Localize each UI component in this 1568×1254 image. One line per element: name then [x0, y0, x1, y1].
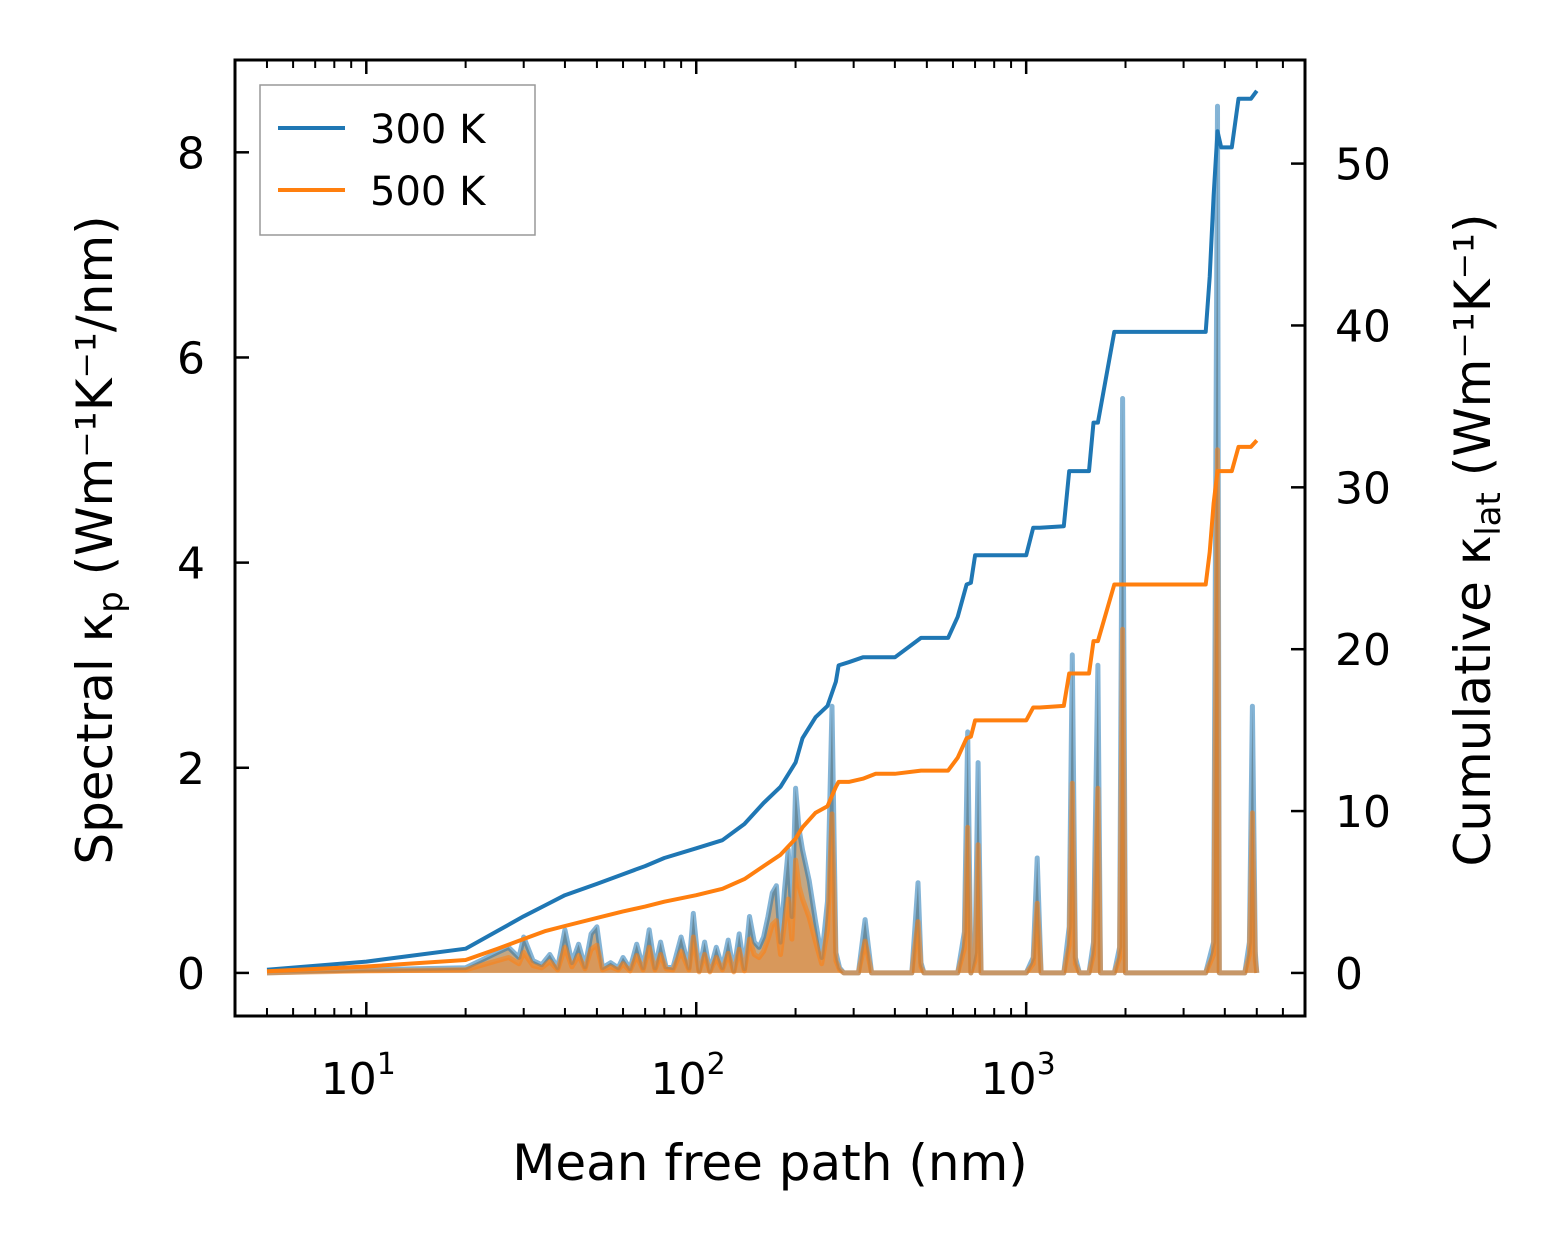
x-tick-exponent: 1	[377, 1047, 396, 1082]
x-tick-base: 10	[651, 1054, 707, 1105]
x-tick-exponent: 3	[1037, 1047, 1056, 1082]
area-300-k-spectral	[267, 106, 1257, 973]
y-left-tick-label: 6	[177, 333, 205, 384]
y-right-tick-label: 0	[1335, 949, 1363, 1000]
x-tick-label: 102	[651, 1047, 726, 1105]
legend: 300 K 500 K	[259, 84, 536, 236]
x-tick-base: 10	[981, 1054, 1037, 1105]
spectral-fills	[266, 103, 1260, 976]
area-500-k-spectral	[267, 449, 1257, 973]
y-right-tick-label: 50	[1335, 140, 1391, 191]
legend-label-500k: 500 K	[370, 169, 487, 215]
y-right-tick-label: 10	[1335, 787, 1391, 838]
legend-label-300k: 300 K	[370, 107, 487, 153]
y-left-tick-label: 8	[177, 128, 205, 179]
y-left-label-units: (Wm⁻¹K⁻¹/nm)	[66, 215, 124, 591]
y-right-label-units: (Wm⁻¹K⁻¹)	[1444, 213, 1502, 492]
y-right-tick-label: 30	[1335, 463, 1391, 514]
y-left-label-prefix: Spectral κ	[66, 613, 124, 865]
y-axis-label-left: Spectral κp (Wm⁻¹K⁻¹/nm)	[66, 215, 131, 864]
x-tick-exponent: 2	[707, 1047, 726, 1082]
line-300-k-spectral	[266, 103, 1260, 976]
legend-box	[259, 84, 536, 236]
y-right-tick-label: 20	[1335, 625, 1391, 676]
line-cumulative-500-k	[266, 439, 1259, 974]
x-tick-label: 101	[321, 1047, 396, 1105]
x-tick-label: 103	[981, 1047, 1056, 1105]
y-right-label-prefix: Cumulative κ	[1444, 536, 1502, 867]
y-left-label-sub: p	[91, 591, 131, 613]
x-axis-label: Mean free path (nm)	[512, 1134, 1028, 1192]
data-lines	[266, 89, 1259, 974]
line-500-k-spectral	[266, 447, 1260, 976]
plot-frame	[233, 58, 1307, 1018]
line-cumulative-300-k	[266, 89, 1259, 972]
y-right-tick-label: 40	[1335, 301, 1391, 352]
y-right-label-sub: lat	[1469, 492, 1509, 536]
x-tick-base: 10	[321, 1054, 377, 1105]
y-left-tick-label: 0	[177, 949, 205, 1000]
y-left-tick-label: 2	[177, 744, 205, 795]
y-axis-label-right: Cumulative κlat (Wm⁻¹K⁻¹)	[1444, 213, 1509, 866]
y-left-tick-label: 4	[177, 539, 205, 590]
axis-ticks	[234, 60, 1306, 1016]
